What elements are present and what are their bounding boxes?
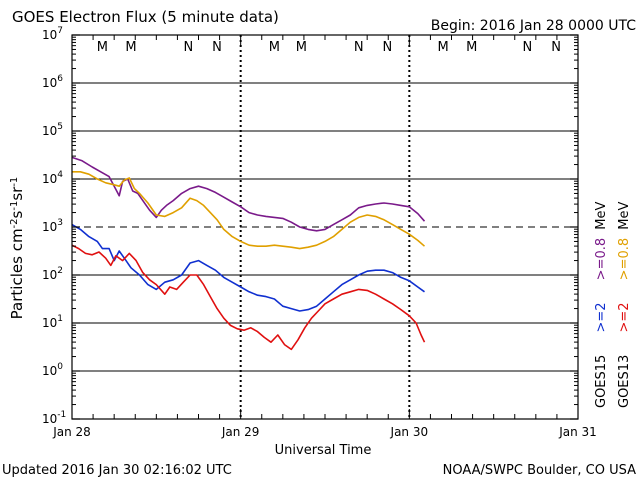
satellite-marker: M (269, 40, 280, 55)
satellite-marker: N (383, 40, 393, 55)
y-tick-label: 10-1 (42, 410, 66, 426)
series-line-2 (72, 171, 426, 250)
y-tick-label: 102 (42, 266, 63, 282)
satellite-marker: N (551, 40, 561, 55)
y-tick-label: 100 (42, 362, 63, 378)
x-tick-label: Jan 28 (52, 425, 91, 439)
y-axis-ticks: 107 106 105 104 103 102 101 100 10-1 (42, 26, 578, 426)
y-tick-label: 101 (42, 314, 63, 330)
x-axis-label: Universal Time (275, 443, 372, 458)
legend-goes15-channel-hi: >=0.8 (594, 238, 609, 280)
x-tick-label: Jan 29 (221, 425, 260, 439)
updated-timestamp: Updated 2016 Jan 30 02:16:02 UTC (2, 463, 232, 478)
series-line-1 (71, 156, 426, 232)
satellite-marker: N (184, 40, 194, 55)
legend-goes15-channel: >=2 (594, 302, 609, 332)
grid-lines (72, 82, 578, 372)
legend-goes15-unit: MeV (594, 202, 609, 230)
legend-goes13-channel: >=2 (617, 302, 632, 332)
satellite-marker: M (296, 40, 307, 55)
credit-label: NOAA/SWPC Boulder, CO USA (443, 463, 636, 478)
y-axis-label: Particles cm-2s-1sr-1 (8, 177, 26, 320)
y-tick-label: 104 (42, 170, 63, 186)
series-line-3 (71, 223, 425, 312)
legend-goes13-channel-hi: >=0.8 (617, 238, 632, 280)
chart-title: GOES Electron Flux (5 minute data) (12, 8, 279, 26)
series-layer (71, 156, 426, 351)
x-tick-label: Jan 30 (390, 425, 429, 439)
x-tick-label: Jan 31 (558, 425, 597, 439)
satellite-marker: N (523, 40, 533, 55)
legend-goes13: GOES13 >=2 >=0.8 MeV (617, 202, 632, 408)
y-tick-label: 105 (42, 122, 63, 138)
series-line-4 (71, 244, 426, 351)
legend-goes13-sat: GOES13 (617, 355, 632, 408)
satellite-marker: N (212, 40, 222, 55)
legend-goes13-unit: MeV (617, 202, 632, 230)
y-tick-label: 107 (42, 26, 63, 42)
satellite-marker: M (125, 40, 136, 55)
y-tick-label: 103 (42, 218, 63, 234)
satellite-marker: M (466, 40, 477, 55)
begin-label: Begin: 2016 Jan 28 0000 UTC (431, 18, 636, 34)
x-axis-ticks: Jan 28 Jan 29 Jan 30 Jan 31 (52, 35, 597, 439)
day-boundary-lines (239, 35, 411, 419)
satellite-marker: N (354, 40, 364, 55)
legend-goes15-sat: GOES15 (594, 355, 609, 408)
satellite-marker: M (97, 40, 108, 55)
satellite-marker: M (437, 40, 448, 55)
y-tick-label: 106 (42, 74, 63, 90)
legend-goes15: GOES15 >=2 >=0.8 MeV (594, 202, 609, 408)
